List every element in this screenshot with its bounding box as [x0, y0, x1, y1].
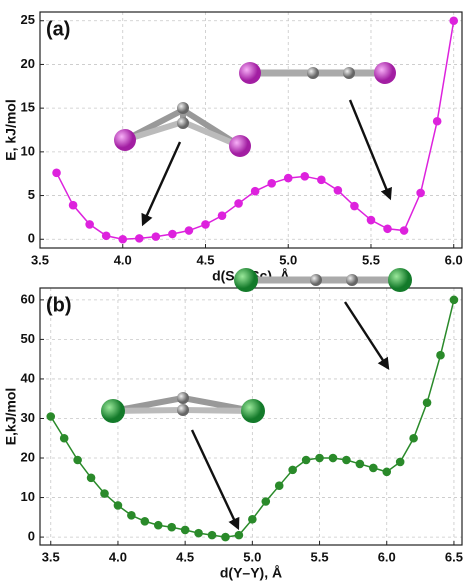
data-point: [367, 216, 376, 225]
data-point: [46, 412, 55, 421]
y-tick-label: 20: [21, 56, 35, 71]
data-point: [135, 234, 144, 243]
x-tick-label: 3.5: [42, 549, 60, 564]
data-point: [208, 531, 217, 540]
data-point: [127, 511, 136, 520]
data-point: [102, 231, 111, 240]
data-point: [423, 398, 432, 407]
x-tick-label: 4.0: [114, 252, 132, 267]
data-point: [114, 501, 123, 510]
y-tick-label: 20: [21, 449, 35, 464]
plots: 3.54.04.55.05.56.00510152025(a)d(Sc–Sc),…: [3, 12, 463, 581]
y-tick-label: 25: [21, 12, 35, 27]
data-point: [167, 523, 176, 532]
data-point: [118, 235, 127, 244]
data-point: [288, 466, 297, 475]
data-point: [218, 211, 227, 220]
data-point: [449, 16, 458, 25]
data-point: [73, 456, 82, 465]
panel-label: (b): [46, 294, 72, 316]
x-tick-label: 5.5: [311, 549, 329, 564]
y-tick-label: 10: [21, 143, 35, 158]
data-point: [382, 468, 391, 477]
data-point: [181, 526, 190, 535]
data-point: [302, 456, 311, 465]
x-tick-label: 6.0: [445, 252, 463, 267]
y-tick-label: 10: [21, 489, 35, 504]
x-axis-title: d(Y–Y), Å: [220, 565, 282, 581]
data-point: [409, 434, 418, 443]
data-point: [356, 460, 365, 469]
data-point: [396, 458, 405, 467]
data-point: [235, 531, 244, 540]
x-tick-label: 6.5: [445, 549, 463, 564]
data-point: [261, 497, 270, 506]
data-point: [234, 199, 243, 208]
panel-label: (a): [46, 18, 70, 40]
y-tick-label: 60: [21, 291, 35, 306]
data-point: [248, 515, 257, 524]
plot-frame: [40, 12, 462, 248]
data-point: [342, 456, 351, 465]
data-point: [369, 464, 378, 473]
data-point: [284, 174, 293, 183]
data-point: [251, 187, 260, 196]
data-point: [433, 117, 442, 126]
data-point: [168, 230, 177, 239]
data-point: [60, 434, 69, 443]
data-point: [201, 220, 210, 229]
data-point: [194, 529, 203, 538]
data-point: [221, 533, 230, 542]
data-point: [185, 226, 194, 235]
y-tick-label: 30: [21, 410, 35, 425]
x-tick-label: 5.0: [279, 252, 297, 267]
data-point: [52, 169, 61, 178]
data-point: [334, 186, 343, 195]
data-point: [87, 473, 96, 482]
data-point: [300, 172, 309, 181]
data-point: [350, 202, 359, 211]
data-point: [436, 351, 445, 360]
data-point: [141, 517, 150, 526]
y-tick-label: 5: [28, 187, 35, 202]
y-axis-title: E,kJ/mol: [3, 388, 19, 446]
data-point: [329, 454, 338, 463]
data-point: [275, 481, 284, 490]
x-tick-label: 5.5: [362, 252, 380, 267]
x-tick-label: 4.5: [176, 549, 194, 564]
y-tick-label: 40: [21, 370, 35, 385]
x-tick-label: 6.0: [378, 549, 396, 564]
data-point: [450, 296, 459, 305]
data-line: [57, 21, 454, 240]
data-point: [317, 176, 326, 185]
x-tick-label: 4.5: [196, 252, 214, 267]
data-point: [267, 179, 276, 188]
y-tick-label: 15: [21, 100, 35, 115]
data-point: [383, 224, 392, 233]
y-axis-title: E, kJ/mol: [3, 99, 19, 160]
x-tick-label: 4.0: [109, 549, 127, 564]
data-point: [69, 201, 78, 210]
x-tick-label: 3.5: [31, 252, 49, 267]
data-point: [100, 489, 109, 498]
data-point: [154, 521, 163, 530]
data-point: [152, 232, 161, 241]
y-tick-label: 50: [21, 331, 35, 346]
data-point: [315, 454, 324, 463]
y-tick-label: 0: [28, 529, 35, 544]
figure: 3.54.04.55.05.56.00510152025(a)d(Sc–Sc),…: [0, 0, 469, 587]
data-point: [85, 220, 94, 229]
y-tick-label: 0: [28, 231, 35, 246]
data-point: [400, 226, 409, 235]
x-tick-label: 5.0: [243, 549, 261, 564]
data-point: [416, 189, 425, 198]
